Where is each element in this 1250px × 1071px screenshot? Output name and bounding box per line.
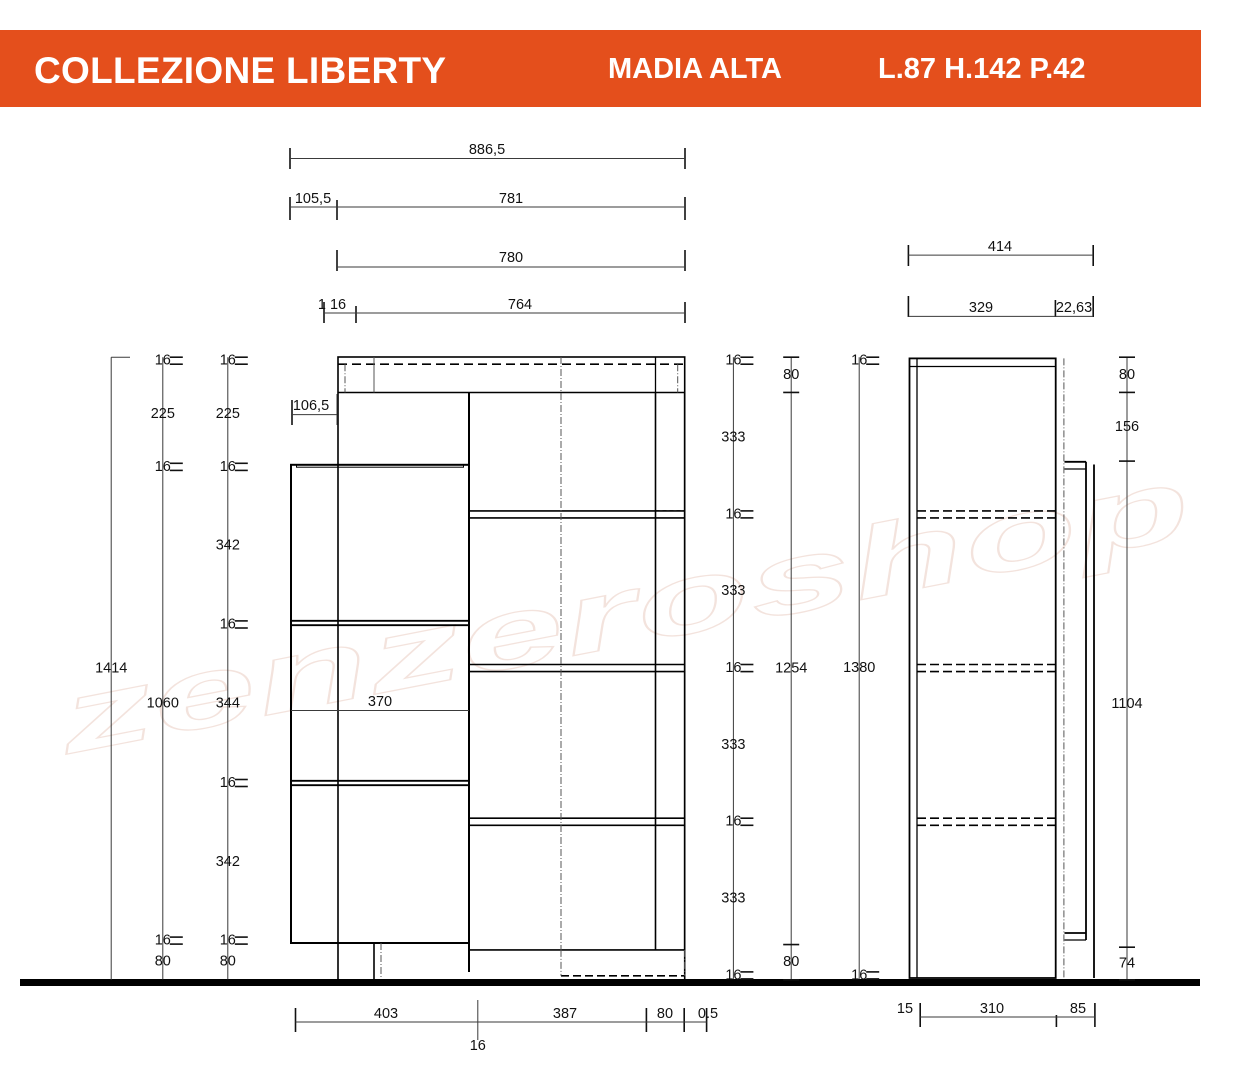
svg-text:16: 16: [220, 775, 236, 791]
svg-text:225: 225: [216, 406, 240, 422]
svg-text:780: 780: [499, 250, 523, 266]
svg-text:1104: 1104: [1111, 696, 1142, 712]
svg-text:105,5: 105,5: [295, 191, 331, 207]
svg-text:80: 80: [220, 954, 236, 970]
svg-text:333: 333: [721, 737, 745, 753]
svg-text:16: 16: [470, 1038, 486, 1054]
svg-text:22,63: 22,63: [1056, 300, 1092, 316]
svg-text:370: 370: [368, 694, 392, 710]
svg-text:80: 80: [783, 367, 799, 383]
svg-text:80: 80: [783, 954, 799, 970]
svg-text:16: 16: [851, 353, 867, 369]
svg-text:342: 342: [216, 538, 240, 554]
svg-text:16: 16: [220, 617, 236, 633]
svg-text:16: 16: [725, 506, 741, 522]
svg-text:0.5: 0.5: [698, 1006, 718, 1022]
svg-text:85: 85: [1070, 1001, 1086, 1017]
svg-text:344: 344: [216, 696, 240, 712]
svg-text:1254: 1254: [775, 661, 807, 677]
svg-text:333: 333: [721, 583, 745, 599]
svg-text:74: 74: [1119, 956, 1135, 972]
svg-text:1414: 1414: [95, 661, 127, 677]
svg-text:16: 16: [851, 967, 867, 983]
svg-text:414: 414: [988, 239, 1012, 255]
svg-text:106,5: 106,5: [293, 398, 329, 414]
svg-text:1380: 1380: [843, 660, 875, 676]
svg-text:16: 16: [155, 459, 171, 475]
svg-text:156: 156: [1115, 419, 1139, 435]
svg-text:310: 310: [980, 1001, 1004, 1017]
svg-text:1 16: 1 16: [318, 297, 346, 313]
svg-text:zenzeroshop: zenzeroshop: [48, 446, 1200, 776]
svg-text:80: 80: [1119, 367, 1135, 383]
svg-text:333: 333: [721, 891, 745, 907]
svg-text:16: 16: [220, 353, 236, 369]
svg-text:15: 15: [897, 1001, 913, 1017]
svg-text:333: 333: [721, 430, 745, 446]
svg-text:886,5: 886,5: [469, 142, 505, 158]
svg-text:16: 16: [220, 459, 236, 475]
svg-text:764: 764: [508, 297, 532, 313]
svg-text:329: 329: [969, 300, 993, 316]
svg-text:16: 16: [725, 353, 741, 369]
svg-text:342: 342: [216, 854, 240, 870]
svg-text:387: 387: [553, 1006, 577, 1022]
svg-text:16: 16: [725, 967, 741, 983]
svg-text:16: 16: [725, 814, 741, 830]
svg-text:1060: 1060: [147, 696, 179, 712]
svg-text:16: 16: [155, 933, 171, 949]
svg-text:80: 80: [657, 1006, 673, 1022]
svg-text:225: 225: [151, 406, 175, 422]
svg-text:781: 781: [499, 191, 523, 207]
svg-text:80: 80: [155, 954, 171, 970]
svg-text:16: 16: [725, 660, 741, 676]
svg-text:16: 16: [220, 933, 236, 949]
svg-text:16: 16: [155, 353, 171, 369]
svg-text:403: 403: [374, 1006, 398, 1022]
